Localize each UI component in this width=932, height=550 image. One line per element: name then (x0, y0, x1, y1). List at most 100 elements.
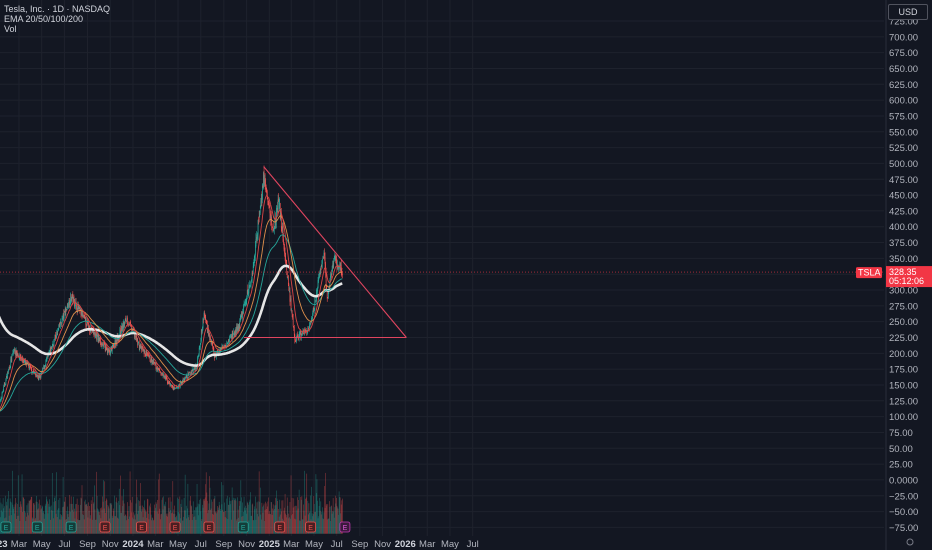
time-tick-label: May (441, 539, 459, 550)
volume-bar (121, 496, 123, 534)
earnings-marker[interactable]: E (169, 521, 181, 533)
candle-body (317, 280, 319, 289)
candle-body (293, 326, 295, 335)
earnings-marker[interactable]: E (339, 521, 351, 533)
candle-body (137, 342, 139, 346)
earnings-label: E (308, 525, 313, 532)
candle-body (89, 331, 91, 332)
volume-bar (25, 521, 27, 534)
volume-bar (263, 503, 265, 534)
candle-body (320, 267, 322, 269)
candle-body (166, 379, 168, 383)
symbol-title[interactable]: Tesla, Inc. · 1D · NASDAQ (4, 4, 111, 14)
volume-bar (83, 515, 84, 534)
volume-bar (228, 504, 229, 534)
earnings-marker[interactable]: E (65, 521, 77, 533)
candle-body (71, 294, 73, 297)
candle-body (85, 325, 87, 327)
candle-body (261, 198, 263, 200)
candle-body (50, 348, 52, 352)
earnings-marker[interactable]: E (31, 521, 43, 533)
volume-bar (140, 505, 142, 534)
resistance-trendline[interactable] (263, 166, 407, 338)
candle-body (338, 266, 339, 269)
volume-bar (16, 518, 17, 534)
candle-body (285, 256, 286, 264)
candle-body (98, 337, 100, 341)
earnings-label: E (241, 525, 246, 532)
candle-body (273, 227, 275, 229)
volume-bar (284, 507, 285, 534)
candle-body (47, 356, 48, 357)
candle-body (212, 343, 214, 348)
volume-bar (129, 516, 130, 534)
volume-bar (201, 520, 202, 534)
volume-bar (90, 515, 91, 534)
candle-body (185, 377, 187, 378)
volume-bar (156, 503, 157, 534)
time-axis[interactable]: 2023MarMayJulSepNov2024MarMayJulSepNov20… (0, 539, 479, 550)
volume-bar (253, 520, 255, 534)
candle-body (120, 328, 121, 335)
volume-bar (141, 509, 143, 534)
candle-body (157, 367, 159, 372)
candle-body (232, 334, 234, 338)
volume-bar (42, 506, 43, 534)
candle-body (197, 356, 198, 365)
candle-body (174, 388, 176, 390)
volume-bar (143, 508, 145, 534)
settings-icon[interactable] (906, 538, 914, 546)
volume-bar (330, 506, 332, 534)
volume-bar (315, 474, 317, 534)
volume-bar (156, 511, 158, 534)
ema-20-line (0, 194, 343, 410)
earnings-marker[interactable]: E (99, 521, 111, 533)
volume-bar (28, 500, 30, 534)
earnings-marker[interactable]: E (0, 521, 12, 533)
volume-bar (261, 502, 263, 534)
earnings-marker[interactable]: E (136, 521, 147, 533)
candle-body (255, 238, 257, 247)
candle-body (78, 306, 80, 309)
candle-body (106, 347, 108, 349)
candle-body (72, 294, 74, 303)
candle-body (82, 313, 83, 317)
volume-bar (187, 483, 189, 534)
volume-bar (150, 503, 151, 534)
candle-body (17, 355, 19, 357)
candle-body (56, 332, 57, 338)
candle-body (38, 376, 40, 379)
candle-body (210, 337, 211, 341)
volume-bar (138, 501, 140, 534)
candle-body (127, 323, 129, 325)
volume-bar (323, 519, 324, 534)
candle-body (110, 349, 111, 354)
volume-bar (271, 502, 272, 534)
currency-selector[interactable]: USD (888, 4, 928, 20)
volume-bar (98, 509, 100, 534)
volume-label[interactable]: Vol (4, 24, 17, 34)
candle-body (238, 325, 240, 329)
earnings-marker[interactable]: E (237, 521, 249, 533)
candle-body (265, 184, 266, 186)
candle-body (250, 285, 251, 287)
volume-bar (92, 503, 94, 534)
volume-bar (62, 477, 64, 534)
earnings-marker[interactable]: E (305, 521, 317, 533)
volume-bar (114, 495, 115, 534)
volume-bar (78, 520, 80, 534)
earnings-badge (274, 521, 286, 533)
earnings-marker[interactable]: E (274, 521, 286, 533)
candle-body (169, 381, 170, 384)
trendlines[interactable] (243, 166, 407, 339)
indicator-label[interactable]: EMA 20/50/100/200 (4, 14, 84, 24)
candle-body (94, 331, 96, 337)
candle-body (103, 342, 104, 347)
volume-bar (330, 521, 331, 534)
volume-bar (45, 503, 47, 534)
candle-body (212, 346, 214, 349)
volume-bar (17, 504, 19, 534)
earnings-marker[interactable]: E (203, 521, 215, 533)
